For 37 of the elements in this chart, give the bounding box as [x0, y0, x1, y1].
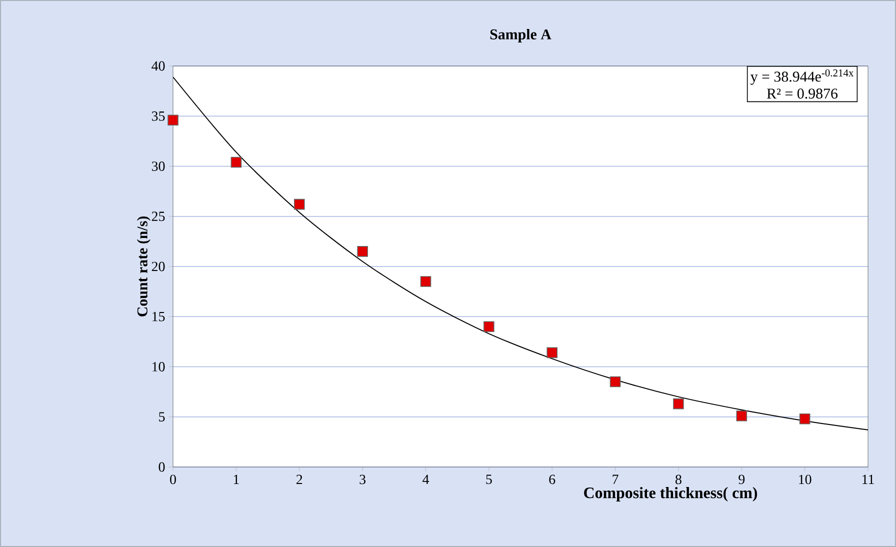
x-tick-label: 11: [862, 474, 874, 484]
point: [610, 376, 621, 388]
point: [546, 347, 558, 358]
point: [294, 198, 305, 210]
y-tick-label: 40: [152, 61, 165, 71]
annotation: R² = 0.9876: [766, 88, 838, 99]
annotation: y = 38.944e$^{-0.214x}$: [750, 69, 854, 85]
x-tick-label: 8: [676, 474, 682, 484]
y-tick-label: 10: [152, 362, 165, 372]
point: [420, 276, 432, 287]
point: [799, 413, 810, 424]
x-axis-title: Composite thickness( cm): [584, 487, 758, 502]
y-tick-label: 35: [152, 111, 165, 121]
y-axis-title: Count rate (n/s): [136, 216, 150, 316]
point: [673, 398, 684, 410]
point: [736, 410, 748, 422]
chart-title: Sample A: [490, 28, 552, 42]
x-tick-label: 5: [486, 474, 492, 484]
y-tick-label: 15: [152, 312, 165, 322]
x-tick-label: 3: [360, 474, 366, 484]
point: [357, 246, 368, 257]
y-tick-label: 20: [152, 262, 165, 272]
x-tick-label: 10: [799, 474, 812, 484]
point: [484, 321, 494, 332]
x-tick-label: 0: [170, 474, 176, 484]
y-tick-label: 0: [158, 462, 165, 472]
x-tick-label: 2: [296, 474, 302, 484]
x-tick-label: 6: [549, 474, 556, 484]
x-tick-label: 4: [422, 474, 430, 484]
y-tick-label: 25: [152, 212, 165, 222]
x-tick-label: 1: [234, 474, 239, 484]
point: [230, 156, 242, 168]
point: [168, 114, 178, 126]
x-tick-label: 9: [738, 474, 745, 484]
x-tick-label: 7: [612, 474, 618, 484]
y-tick-label: 30: [152, 162, 165, 171]
y-tick-label: 5: [159, 412, 165, 422]
